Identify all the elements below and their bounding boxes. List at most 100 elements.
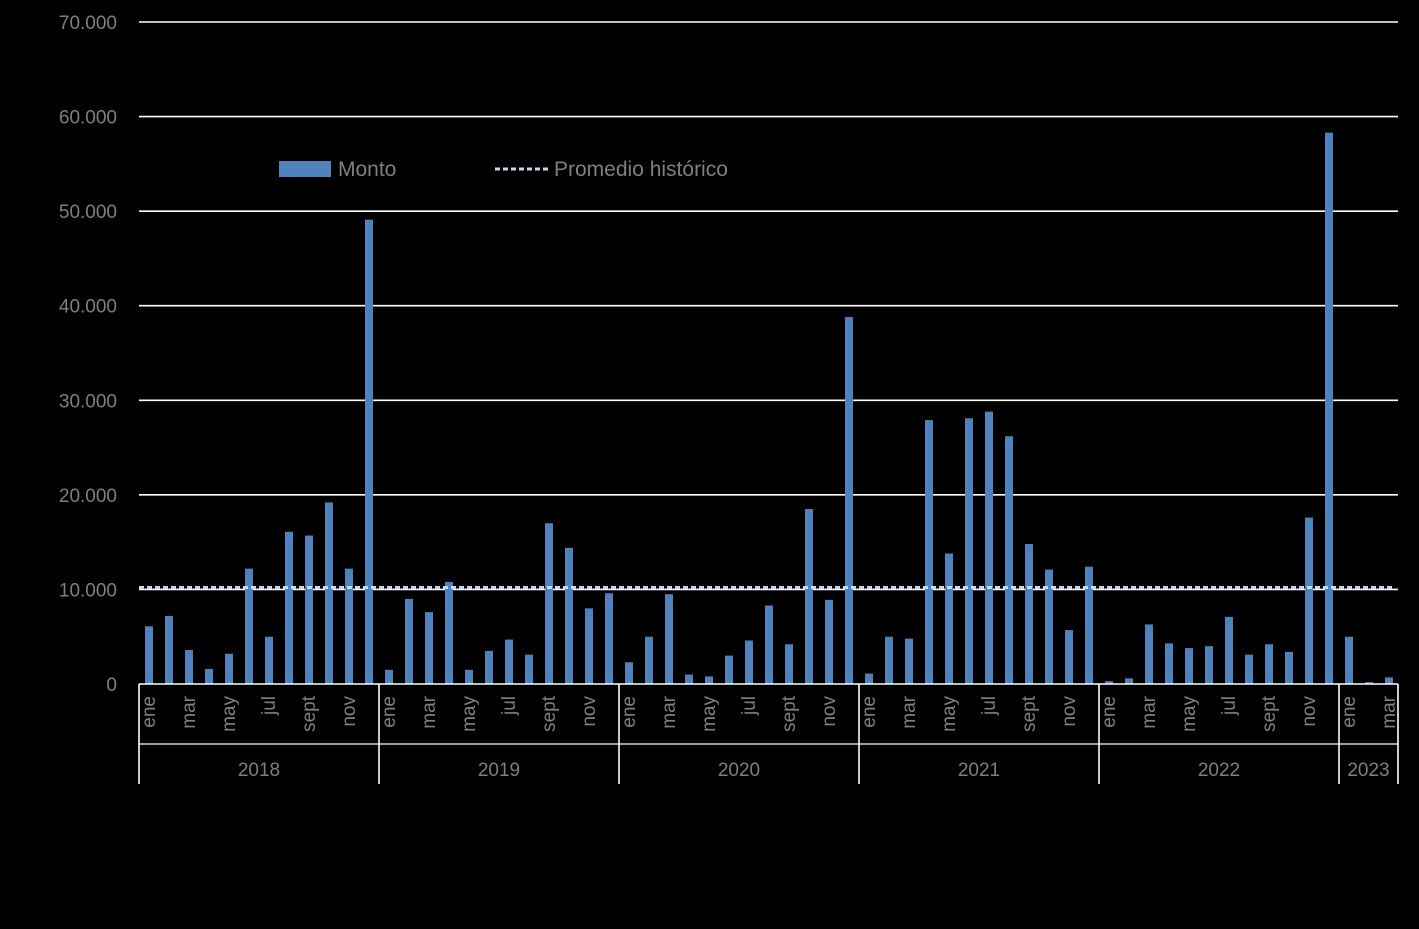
bar [1305,517,1313,684]
x-tick-label: ene [1339,696,1360,728]
year-label: 2022 [1198,760,1240,781]
bar [505,639,513,684]
x-tick-label: mar [1379,695,1400,728]
bar [985,411,993,684]
x-tick-label: ene [139,696,160,728]
bar [645,636,653,684]
bar [1145,624,1153,684]
bar [1165,643,1173,684]
bar [165,615,173,684]
bar [865,673,873,684]
bar [305,535,313,684]
bar [345,568,353,684]
x-tick-label: ene [379,696,400,728]
bar [605,593,613,684]
year-label: 2020 [718,760,760,781]
y-tick-label: 70.000 [59,13,117,34]
bar [1365,682,1373,684]
y-tick-label: 60.000 [59,108,117,129]
bar [1105,681,1113,684]
bar [425,612,433,684]
x-tick-label: nov [339,696,360,727]
bar [1045,569,1053,684]
bar [245,568,253,684]
y-tick-label: 30.000 [59,391,117,412]
x-tick-label: mar [899,695,920,728]
bar [1025,544,1033,684]
bar [145,626,153,684]
bar [185,649,193,684]
x-tick-label: ene [619,696,640,728]
bar [585,608,593,684]
bar [925,420,933,684]
x-tick-label: may [219,696,240,732]
bar [1205,646,1213,684]
x-tick-label: ene [1099,696,1120,728]
bar [285,531,293,684]
bar [1225,616,1233,684]
x-tick-label: nov [579,696,600,727]
axes: 0 10.000 20.000 30.000 40.000 50.000 60.000 70.… [59,13,1400,784]
gridlines [139,21,1398,591]
bar [1085,566,1093,684]
bar [1265,644,1273,684]
y-tick-label: 20.000 [59,486,117,507]
bar [405,598,413,684]
bar [625,662,633,684]
bar [1385,677,1393,684]
bar [365,219,373,684]
x-tick-label: jul [739,696,760,716]
y-tick-label: 50.000 [59,202,117,223]
bar [445,581,453,684]
x-tick-label: jul [979,696,1000,716]
legend-swatch-monto [279,161,331,177]
x-tick-label: jul [499,696,520,716]
bar [205,668,213,684]
x-tick-label: mar [659,695,680,728]
x-tick-label: jul [259,696,280,716]
x-tick-label: nov [1299,696,1320,727]
x-tick-label: may [459,696,480,732]
bar [545,523,553,684]
bar [1185,648,1193,684]
legend-label-monto: Monto [338,158,396,181]
year-label: 2021 [958,760,1000,781]
y-tick-label: 0 [106,675,117,696]
x-tick-label: sept [779,695,800,732]
x-tick-label: may [699,696,720,732]
bar [905,638,913,684]
bar [1005,436,1013,684]
legend: Monto Promedio histórico [279,158,728,181]
x-tick-label: mar [1139,695,1160,728]
bar [965,418,973,684]
bar [665,594,673,684]
y-tick-label: 40.000 [59,297,117,318]
y-tick-label: 10.000 [59,580,117,601]
bar [805,509,813,684]
bar [565,547,573,684]
bars [145,132,1393,685]
bar [705,676,713,684]
bar [1065,630,1073,684]
x-tick-label: sept [1259,695,1280,732]
year-label: 2018 [238,760,280,781]
x-tick-label: mar [419,695,440,728]
bar [1325,132,1333,685]
x-tick-label: may [939,696,960,732]
x-tick-label: nov [819,696,840,727]
year-label: 2019 [478,760,520,781]
x-tick-label: sept [299,695,320,732]
bar [945,553,953,684]
bar [485,650,493,684]
bar [825,599,833,684]
bar [1285,651,1293,684]
x-tick-label: ene [859,696,880,728]
x-tick-label: nov [1059,696,1080,727]
year-label: 2023 [1347,760,1389,781]
bar [225,653,233,684]
legend-label-average: Promedio histórico [554,158,728,181]
bar [845,317,853,684]
bar [1125,678,1133,684]
bar [325,502,333,684]
